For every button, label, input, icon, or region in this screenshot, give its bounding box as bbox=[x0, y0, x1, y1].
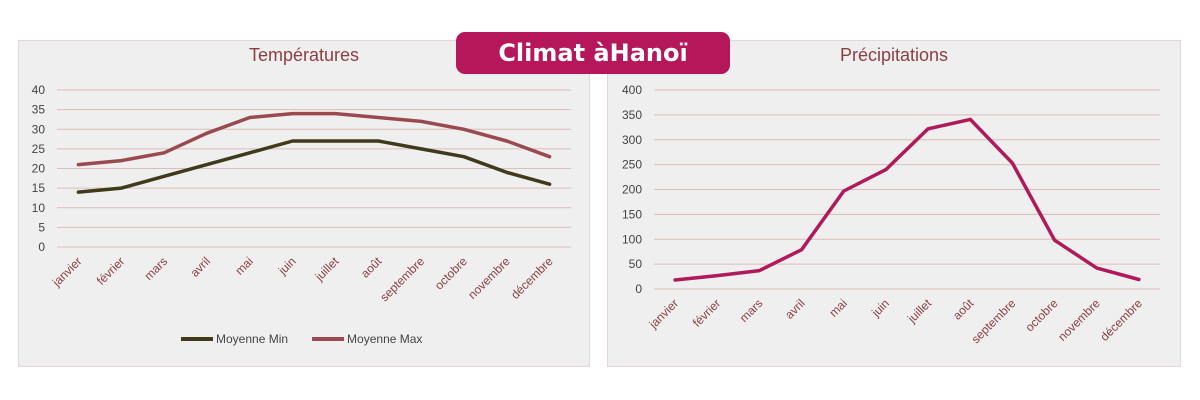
rain-chart-title: Précipitations bbox=[840, 45, 948, 65]
rain-x-tick-label: février bbox=[690, 296, 723, 329]
rain-y-tick-label: 300 bbox=[622, 133, 642, 147]
temp-data-point bbox=[248, 151, 252, 155]
rain-y-tick-label: 100 bbox=[622, 232, 642, 246]
temp-data-point bbox=[376, 115, 380, 119]
rain-data-point bbox=[1053, 238, 1057, 242]
rain-y-tick-label: 50 bbox=[629, 257, 643, 271]
page-title: Climat àHanoï bbox=[456, 32, 730, 74]
temp-x-tick-label: mai bbox=[232, 254, 256, 278]
rain-data-point bbox=[800, 248, 804, 252]
temp-data-point bbox=[248, 115, 252, 119]
temp-x-tick-label: septembre bbox=[377, 254, 427, 304]
temp-x-tick-label: août bbox=[358, 254, 385, 281]
temp-data-point bbox=[505, 170, 509, 174]
rain-y-tick-label: 0 bbox=[635, 282, 642, 296]
temp-y-tick-label: 10 bbox=[32, 201, 46, 215]
temp-y-tick-label: 0 bbox=[38, 240, 45, 254]
rain-data-point bbox=[842, 189, 846, 193]
temperature-chart: Températures 0 5 10 15 20 25 30 35 40 janvier févri… bbox=[32, 45, 571, 346]
rain-data-point bbox=[926, 127, 930, 131]
rain-data-point bbox=[715, 274, 719, 278]
temp-data-point bbox=[119, 186, 123, 190]
temp-data-point bbox=[333, 139, 337, 143]
rain-x-tick-label: novembre bbox=[1055, 296, 1103, 344]
rain-x-tick-label: mars bbox=[737, 296, 766, 325]
rain-x-tick-label: octobre bbox=[1022, 296, 1060, 334]
rain-data-point bbox=[1137, 278, 1141, 282]
rain-x-tick-label: avril bbox=[782, 296, 807, 321]
temp-y-tick-label: 40 bbox=[32, 83, 46, 97]
rain-y-tick-label: 400 bbox=[622, 83, 642, 97]
rain-x-tick-label: décembre bbox=[1097, 296, 1145, 344]
temp-data-point bbox=[119, 159, 123, 163]
temp-data-point bbox=[205, 131, 209, 135]
temp-data-point bbox=[462, 155, 466, 159]
temp-x-tick-label: décembre bbox=[508, 254, 556, 302]
temp-series-line-1 bbox=[76, 139, 552, 194]
legend-label: Moyenne Min bbox=[216, 332, 288, 346]
temp-data-point bbox=[205, 163, 209, 167]
rain-x-tick-label: juillet bbox=[904, 296, 934, 326]
rain-data-point bbox=[1095, 266, 1099, 270]
rain-data-point bbox=[968, 117, 972, 121]
temp-y-tick-label: 15 bbox=[32, 181, 46, 195]
rain-data-point bbox=[673, 278, 677, 282]
rain-y-tick-label: 200 bbox=[622, 183, 642, 197]
temp-x-tick-label: avril bbox=[188, 254, 213, 279]
temp-data-point bbox=[419, 119, 423, 123]
rain-y-tick-label: 350 bbox=[622, 108, 642, 122]
temp-data-point bbox=[76, 163, 80, 167]
rain-y-tick-label: 150 bbox=[622, 207, 642, 221]
temp-x-tick-label: juin bbox=[275, 254, 299, 278]
temp-y-tick-label: 35 bbox=[32, 103, 46, 117]
rain-data-point bbox=[1010, 161, 1014, 165]
rain-x-tick-label: septembre bbox=[969, 296, 1019, 346]
temp-data-point bbox=[505, 139, 509, 143]
temp-data-point bbox=[462, 127, 466, 131]
temp-x-tick-label: mars bbox=[141, 254, 170, 283]
rain-data-point bbox=[757, 269, 761, 273]
rain-y-tick-label: 250 bbox=[622, 158, 642, 172]
legend-label: Moyenne Max bbox=[347, 332, 422, 346]
temp-x-tick-label: octobre bbox=[432, 254, 470, 292]
temp-y-tick-label: 30 bbox=[32, 122, 46, 136]
rain-x-tick-label: mai bbox=[826, 296, 850, 320]
temp-data-point bbox=[548, 182, 552, 186]
temp-x-tick-label: janvier bbox=[49, 254, 85, 290]
temp-data-point bbox=[376, 139, 380, 143]
temp-y-tick-label: 5 bbox=[38, 220, 45, 234]
precipitation-chart-panel: Précipitations 0 50 100 150 200 250 300 350 400 ja… bbox=[607, 40, 1181, 367]
rain-x-tick-label: août bbox=[950, 296, 977, 323]
temp-x-tick-label: juillet bbox=[312, 254, 342, 284]
temp-data-point bbox=[162, 174, 166, 178]
temp-data-point bbox=[548, 155, 552, 159]
temp-y-tick-label: 25 bbox=[32, 142, 46, 156]
temp-series-line-2 bbox=[76, 111, 552, 167]
temp-data-point bbox=[76, 190, 80, 194]
rain-data-point bbox=[884, 168, 888, 172]
rain-x-tick-label: janvier bbox=[646, 296, 682, 332]
precipitation-chart: Précipitations 0 50 100 150 200 250 300 350 400 ja… bbox=[622, 45, 1160, 346]
rain-series-line-1 bbox=[673, 117, 1141, 282]
temp-data-point bbox=[162, 151, 166, 155]
rain-x-tick-label: juin bbox=[868, 296, 892, 320]
temp-x-tick-label: février bbox=[94, 254, 127, 287]
temp-y-tick-label: 20 bbox=[32, 162, 46, 176]
temp-data-point bbox=[291, 139, 295, 143]
temp-x-tick-label: novembre bbox=[465, 254, 513, 302]
temp-data-point bbox=[419, 147, 423, 151]
temp-chart-title: Températures bbox=[249, 45, 359, 65]
temp-data-point bbox=[333, 112, 337, 116]
temp-data-point bbox=[291, 112, 295, 116]
temperature-chart-panel: Températures 0 5 10 15 20 25 30 35 40 janvier févri… bbox=[18, 40, 590, 367]
